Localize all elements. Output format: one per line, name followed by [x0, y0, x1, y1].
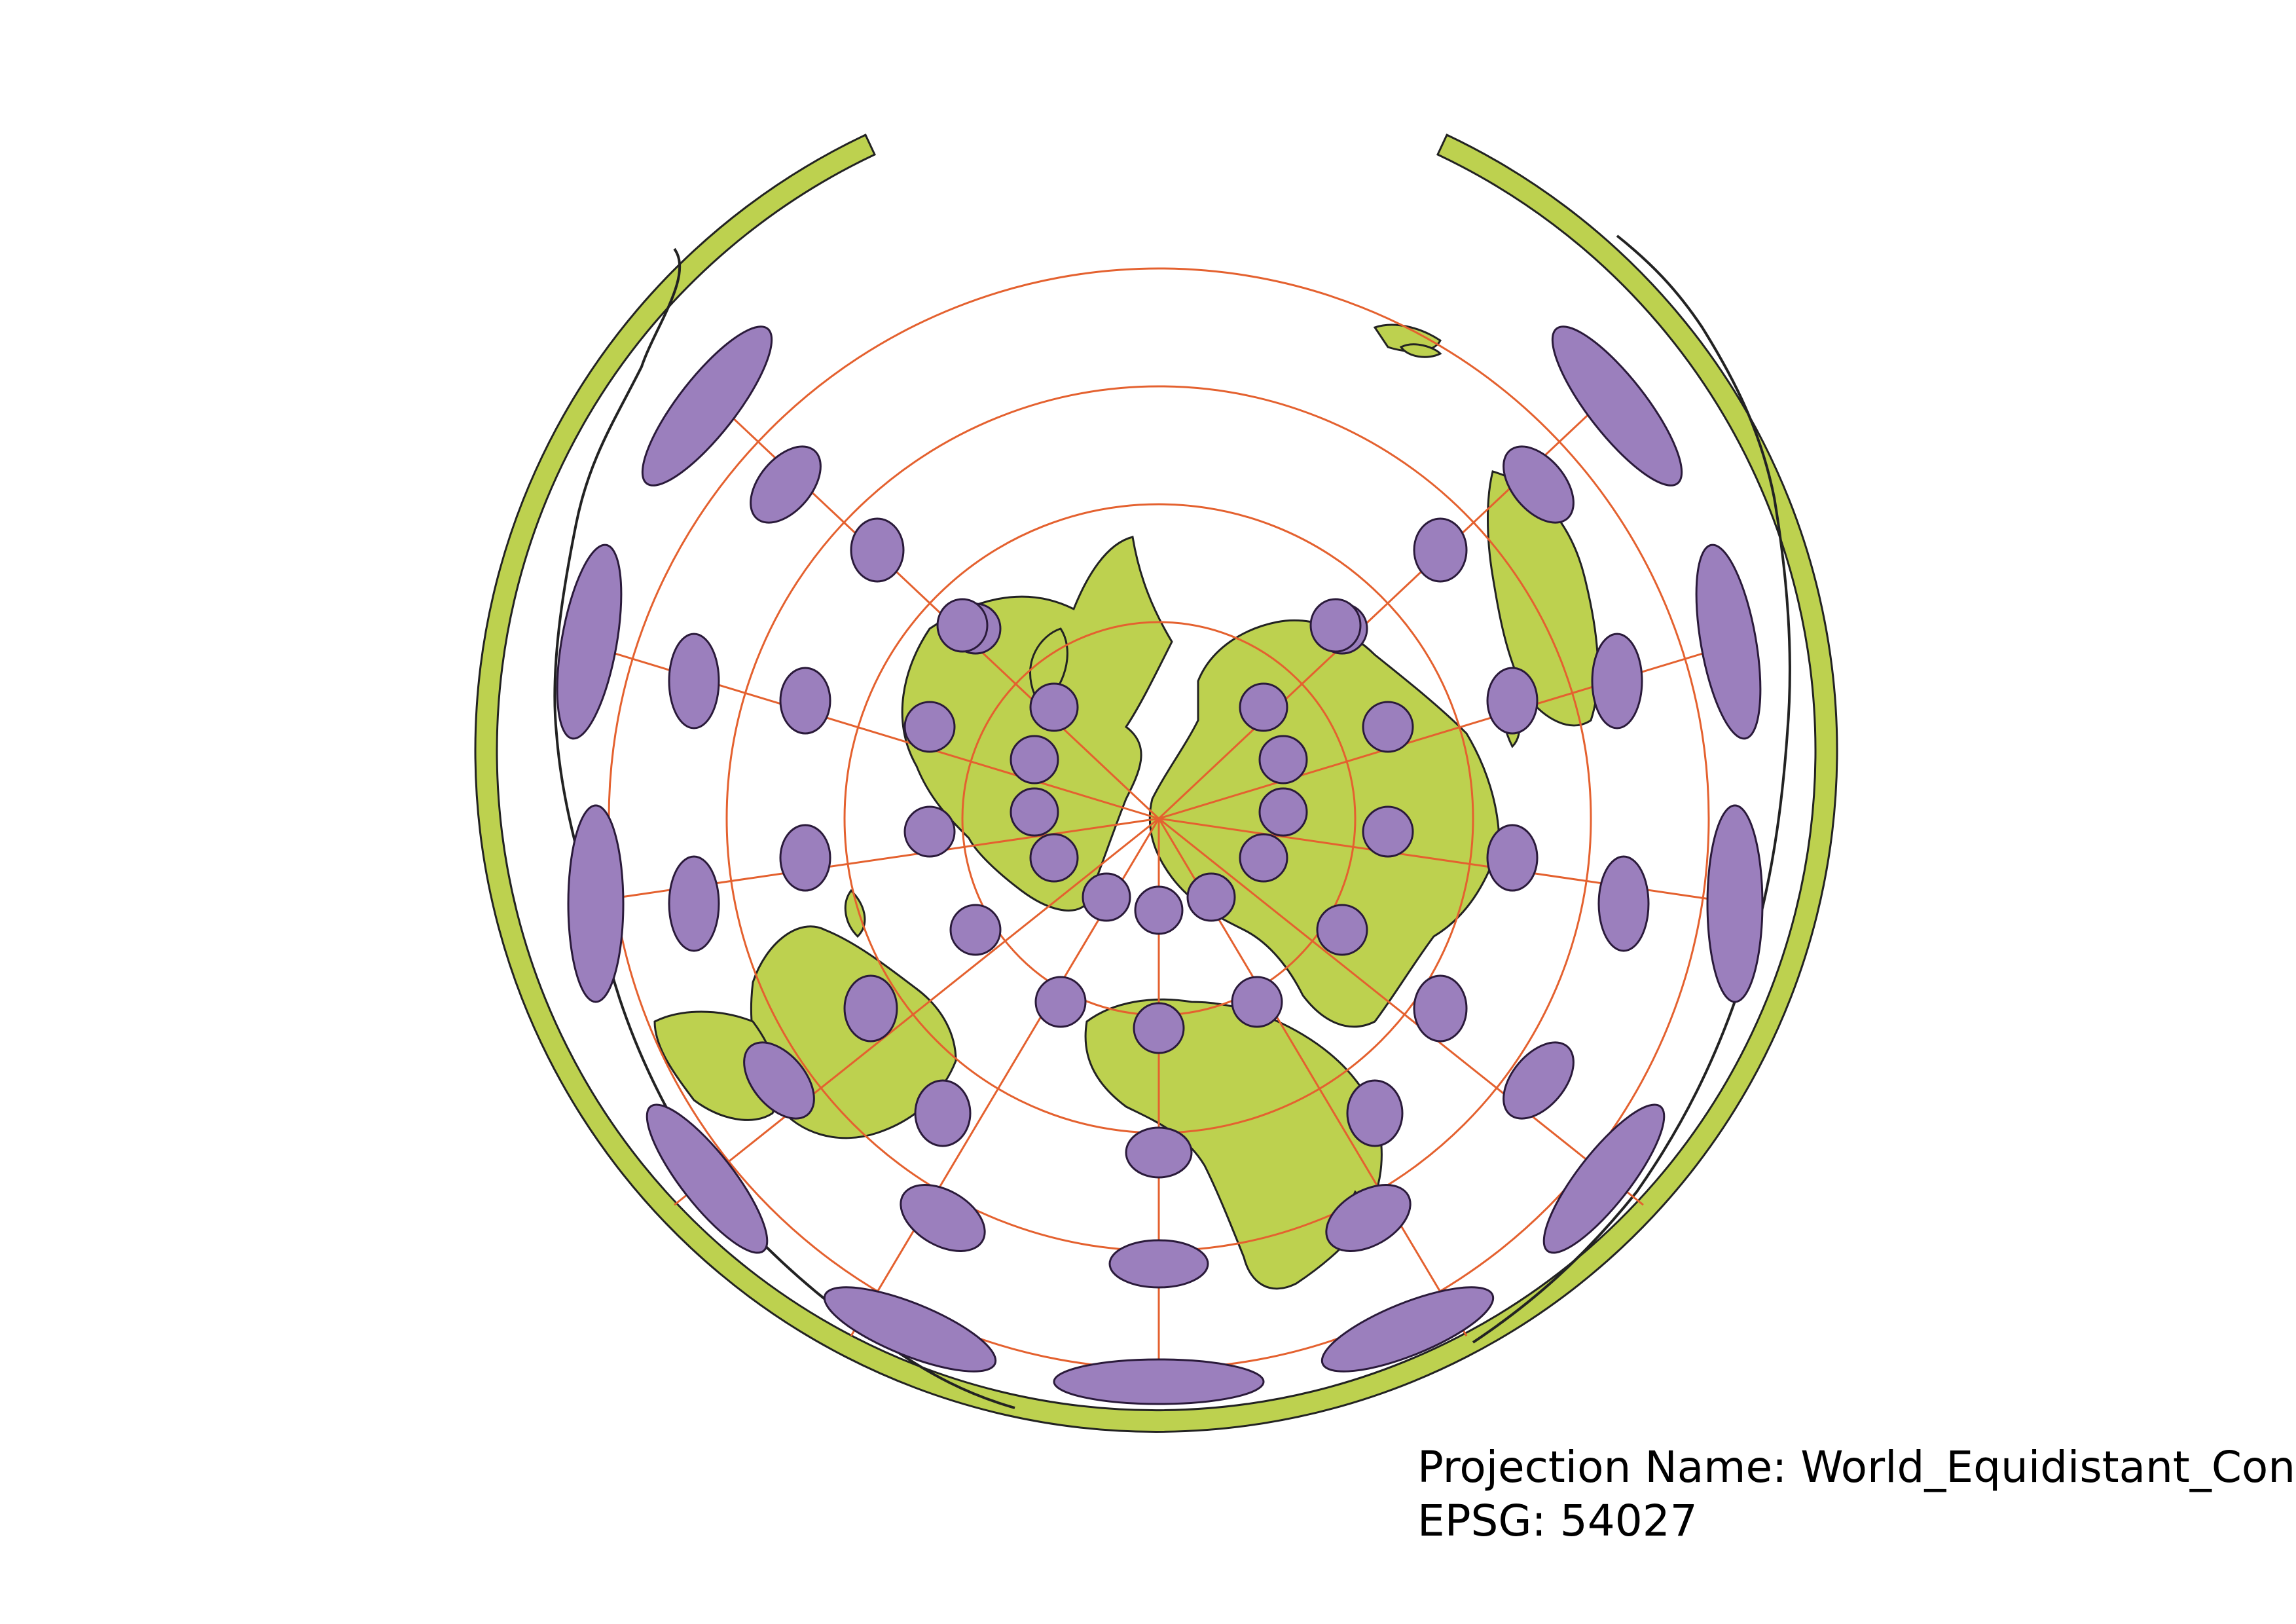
tissot-ellipse [1413, 974, 1468, 1043]
tissot-ellipse [1082, 872, 1131, 922]
tissot-ellipse [1413, 517, 1468, 583]
tissot-ellipse [1316, 904, 1368, 956]
projection-caption: Projection Name: World_Equidistant_Conic… [1417, 1441, 2296, 1548]
tissot-ellipse [641, 325, 773, 487]
projection-name-label: Projection Name: World_Equidistant_Conic [1417, 1442, 2296, 1492]
south-america-west [653, 1010, 779, 1121]
tissot-ellipse [1231, 976, 1283, 1028]
tissot-ellipse [843, 974, 898, 1043]
tissot-ellipse [823, 1286, 997, 1373]
tissot-ellipse [1706, 804, 1764, 1003]
tissot-ellipse [668, 855, 720, 952]
tissot-ellipse [750, 445, 822, 524]
tissot-ellipse [668, 633, 720, 729]
tissot-ellipse [1108, 1239, 1209, 1289]
tissot-ellipse [1029, 833, 1079, 883]
tissot-ellipse [1125, 1126, 1193, 1179]
tissot-ellipse [779, 667, 831, 735]
tissot-ellipse [1486, 667, 1539, 735]
kamchatka [1487, 470, 1599, 727]
tissot-ellipse [1542, 1103, 1666, 1254]
tissot-ellipse [1309, 598, 1362, 653]
tissot-ellipse [1053, 1358, 1265, 1405]
tissot-ellipse [1010, 787, 1059, 837]
tissot-ellipse [1597, 855, 1650, 952]
tissot-ellipse [850, 517, 905, 583]
tissot-ellipse [1258, 787, 1308, 837]
tissot-ellipse [936, 598, 989, 653]
tissot-ellipse [1186, 872, 1236, 922]
tissot-ellipse [903, 701, 956, 753]
tissot-ellipse [903, 805, 956, 858]
tissot-ellipse [1133, 1002, 1185, 1054]
tissot-ellipse [567, 804, 625, 1003]
tissot-ellipse [1321, 1286, 1495, 1373]
tissot-ellipse [779, 824, 831, 892]
tissot-ellipse [1362, 805, 1414, 858]
tissot-ellipse [1503, 445, 1575, 524]
tissot-ellipse [1503, 1041, 1575, 1120]
tissot-ellipse [1134, 885, 1184, 935]
tissot-ellipse [743, 1041, 815, 1120]
tissot-ellipse [1029, 682, 1079, 732]
tissot-ellipse [949, 904, 1002, 956]
central-america [844, 889, 866, 938]
eurasia [1148, 619, 1501, 1028]
tissot-ellipse [914, 1079, 972, 1147]
arctic-island-2 [1399, 343, 1442, 358]
epsg-label: EPSG: 54027 [1417, 1496, 1698, 1546]
tissot-ellipse [900, 1184, 986, 1252]
tissot-ellipse [1346, 1079, 1404, 1147]
tissot-ellipse [646, 1103, 769, 1254]
tissot-ellipse [1239, 833, 1288, 883]
tissot-ellipse [1362, 701, 1414, 753]
tissot-ellipse [1034, 976, 1087, 1028]
tissot-ellipse [556, 544, 623, 740]
tissot-ellipse [1695, 544, 1762, 740]
tissot-ellipse [1591, 633, 1643, 729]
tissot-ellipse [1010, 735, 1059, 784]
tissot-ellipse [1239, 682, 1288, 732]
tissot-indicatrix-layer [556, 325, 1764, 1405]
tissot-ellipse [1486, 824, 1539, 892]
tissot-ellipse [1325, 1184, 1412, 1252]
tissot-ellipse [1551, 325, 1683, 487]
tissot-ellipse [1258, 735, 1308, 784]
antarctica-ring [474, 133, 1838, 1433]
